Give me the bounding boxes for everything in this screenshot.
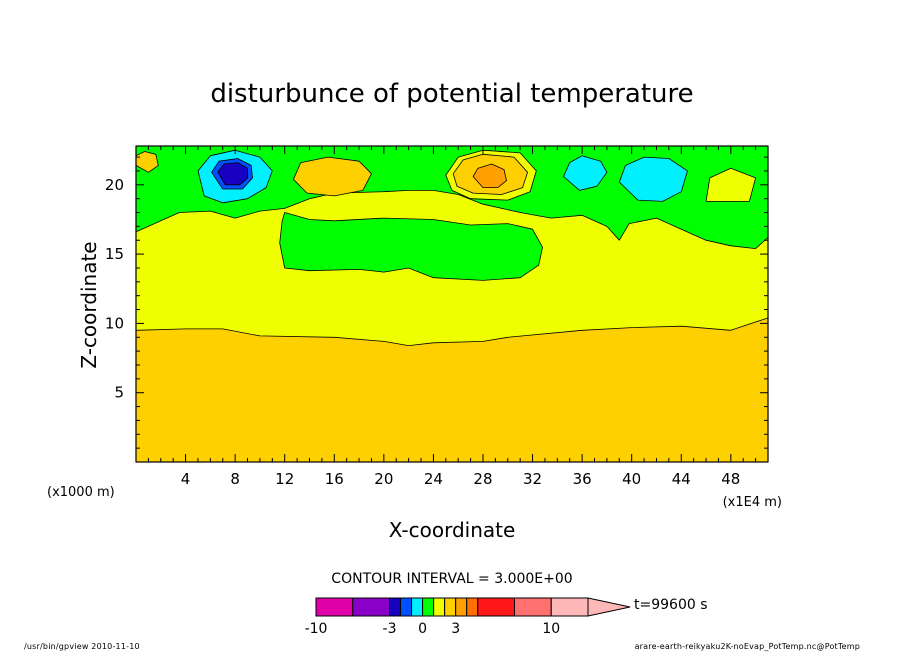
x-unit-right: (x1E4 m) [723,495,782,510]
colorbar-swatch [422,597,435,617]
colorbar-swatch [466,597,479,617]
colorbar-swatch [444,597,457,617]
colorbar-swatch [455,597,468,617]
x-unit-left: (x1000 m) [47,485,115,500]
contour-region-darkorange-core [472,163,507,189]
y-tick-label: 10 [105,314,124,332]
plot-frame [135,145,769,463]
colorbar-swatch [411,597,424,617]
footer-right: arare-earth-reikyaku2K-noEvap_PotTemp.nc… [634,642,860,651]
colorbar-overflow-triangle [587,597,631,617]
colorbar-swatch [550,597,589,617]
colorbar-swatch [513,597,552,617]
chart-title: disturbunce of potential temperature [210,79,693,109]
y-tick-label: 5 [114,384,124,402]
contour-region-orange-base [135,317,769,463]
time-label: t=99600 s [634,597,708,613]
colorbar-tick-label: 3 [451,621,460,637]
y-tick-label: 15 [105,245,124,263]
colorbar-swatch [315,597,354,617]
colorbar-swatch [400,597,413,617]
x-tick-label: 24 [424,470,443,488]
y-tick-label: 20 [105,176,124,194]
x-tick-label: 12 [275,470,294,488]
x-tick-label: 28 [473,470,492,488]
contour-regions [135,145,769,463]
contour-region-orange-blob-west [292,156,372,197]
x-tick-label: 36 [573,470,592,488]
colorbar-tick-label: 0 [418,621,427,637]
footer-left: /usr/bin/gpview 2010-11-10 [24,642,140,651]
x-tick-label: 8 [230,470,240,488]
colorbar-swatch [433,597,446,617]
contour-interval-label: CONTOUR INTERVAL = 3.000E+00 [331,571,572,587]
x-axis-label: X-coordinate [389,518,516,542]
x-tick-label: 4 [181,470,191,488]
contour-region-yellow-east [705,167,756,202]
x-tick-label: 32 [523,470,542,488]
colorbar-tick-label: -10 [305,621,328,637]
x-tick-label: 44 [672,470,691,488]
colorbar-tick-label: 10 [542,621,560,637]
colorbar-tick-label: -3 [383,621,397,637]
colorbar-swatch [389,597,402,617]
x-tick-label: 48 [721,470,740,488]
contour-region-cyan-blob-east [618,156,688,202]
y-axis-label: Z-coordinate [77,241,101,368]
contour-region-darkblue-core [217,162,248,186]
x-tick-label: 16 [325,470,344,488]
contour-region-cyan-blob-mid [563,155,608,191]
colorbar: -10 -3 0 3 10 [305,597,631,637]
contour-region-green-middle [279,212,543,281]
colorbar-swatch [352,597,391,617]
contour-region-green-upper [135,145,769,250]
x-tick-label: 40 [622,470,641,488]
x-tick-label: 20 [374,470,393,488]
colorbar-swatch [477,597,515,617]
